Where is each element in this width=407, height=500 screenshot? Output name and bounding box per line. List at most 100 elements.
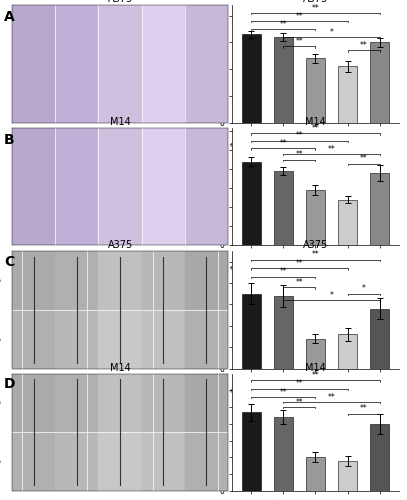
Y-axis label: Cell Number: Cell Number <box>195 158 204 214</box>
Bar <box>242 34 261 122</box>
Bar <box>370 42 389 122</box>
Text: **: ** <box>295 150 303 160</box>
Bar <box>306 58 325 122</box>
Bar <box>98 251 142 310</box>
Bar <box>142 5 185 122</box>
Bar <box>185 128 228 245</box>
Title: A375: A375 <box>107 240 133 250</box>
Text: 0h: 0h <box>0 400 1 406</box>
Bar <box>185 5 228 122</box>
Bar <box>306 338 325 368</box>
Bar <box>142 128 185 245</box>
Bar <box>12 432 55 491</box>
Bar <box>55 251 98 310</box>
Text: *: * <box>330 290 333 300</box>
Title: M14: M14 <box>110 116 130 126</box>
Text: PG+PXN-NC: PG+PXN-NC <box>144 266 182 271</box>
Text: **: ** <box>295 258 303 268</box>
Bar <box>55 310 98 368</box>
Text: PG+PXN: PG+PXN <box>193 390 219 394</box>
Bar <box>185 432 228 491</box>
Bar <box>306 458 325 491</box>
Text: **: ** <box>295 398 303 406</box>
Text: NC: NC <box>72 144 81 148</box>
Text: **: ** <box>295 12 303 20</box>
Title: A375: A375 <box>107 0 133 4</box>
Text: **: ** <box>328 144 335 154</box>
Text: **: ** <box>311 371 319 380</box>
Text: Blank: Blank <box>25 266 43 271</box>
Text: **: ** <box>311 124 319 133</box>
Bar <box>242 294 261 368</box>
Text: **: ** <box>295 132 303 140</box>
Bar <box>185 374 228 432</box>
Text: PG: PG <box>116 390 124 394</box>
Title: M14: M14 <box>305 116 326 126</box>
Bar <box>274 37 293 122</box>
Text: **: ** <box>360 41 368 50</box>
Text: **: ** <box>280 139 287 148</box>
Bar <box>185 251 228 310</box>
Bar <box>142 251 185 310</box>
Text: **: ** <box>295 379 303 388</box>
Text: *: * <box>362 284 365 294</box>
Bar <box>12 374 55 432</box>
Bar <box>274 171 293 245</box>
Text: **: ** <box>360 154 368 163</box>
Bar <box>142 374 185 432</box>
Text: **: ** <box>360 404 368 413</box>
Bar <box>98 128 142 245</box>
Bar <box>142 432 185 491</box>
Bar <box>370 308 389 368</box>
Text: PG+PXN-NC: PG+PXN-NC <box>144 390 182 394</box>
Bar <box>274 417 293 491</box>
Bar <box>242 412 261 491</box>
Bar <box>370 424 389 491</box>
Bar <box>98 432 142 491</box>
Bar <box>98 310 142 368</box>
Title: M14: M14 <box>110 362 130 372</box>
Bar <box>142 310 185 368</box>
Text: Blank: Blank <box>25 144 43 148</box>
Text: B: B <box>4 132 15 146</box>
Text: NC: NC <box>72 390 81 394</box>
Bar <box>338 461 357 491</box>
Bar <box>55 128 98 245</box>
Text: D: D <box>4 378 15 392</box>
Title: A375: A375 <box>303 0 328 4</box>
Text: PG+PXN: PG+PXN <box>193 266 219 271</box>
Text: A: A <box>4 10 15 24</box>
Bar <box>274 296 293 368</box>
Bar <box>306 190 325 245</box>
Text: **: ** <box>280 20 287 28</box>
Bar <box>55 5 98 122</box>
Bar <box>12 5 55 122</box>
Text: 48h: 48h <box>0 459 1 464</box>
Text: NC: NC <box>72 266 81 271</box>
Bar <box>12 128 55 245</box>
Text: *: * <box>330 28 333 36</box>
Title: A375: A375 <box>303 240 328 250</box>
Text: **: ** <box>311 4 319 13</box>
Bar <box>55 374 98 432</box>
Y-axis label: Scratch rate (%): Scratch rate (%) <box>200 395 209 469</box>
Bar <box>12 310 55 368</box>
Y-axis label: Cell Number: Cell Number <box>190 36 199 92</box>
Text: **: ** <box>295 278 303 287</box>
Text: **: ** <box>280 267 287 276</box>
Bar <box>370 173 389 245</box>
Text: PG+PXN-NC: PG+PXN-NC <box>144 144 182 148</box>
Bar <box>98 374 142 432</box>
Text: **: ** <box>311 250 319 259</box>
Bar <box>338 200 357 245</box>
Text: 48h: 48h <box>0 336 1 342</box>
Text: **: ** <box>280 388 287 396</box>
Bar <box>185 310 228 368</box>
Text: 0h: 0h <box>0 278 1 283</box>
Text: Blank: Blank <box>25 390 43 394</box>
Text: PG: PG <box>116 266 124 271</box>
Bar <box>12 251 55 310</box>
Bar <box>338 66 357 122</box>
Bar <box>338 334 357 368</box>
Text: PG: PG <box>116 144 124 148</box>
